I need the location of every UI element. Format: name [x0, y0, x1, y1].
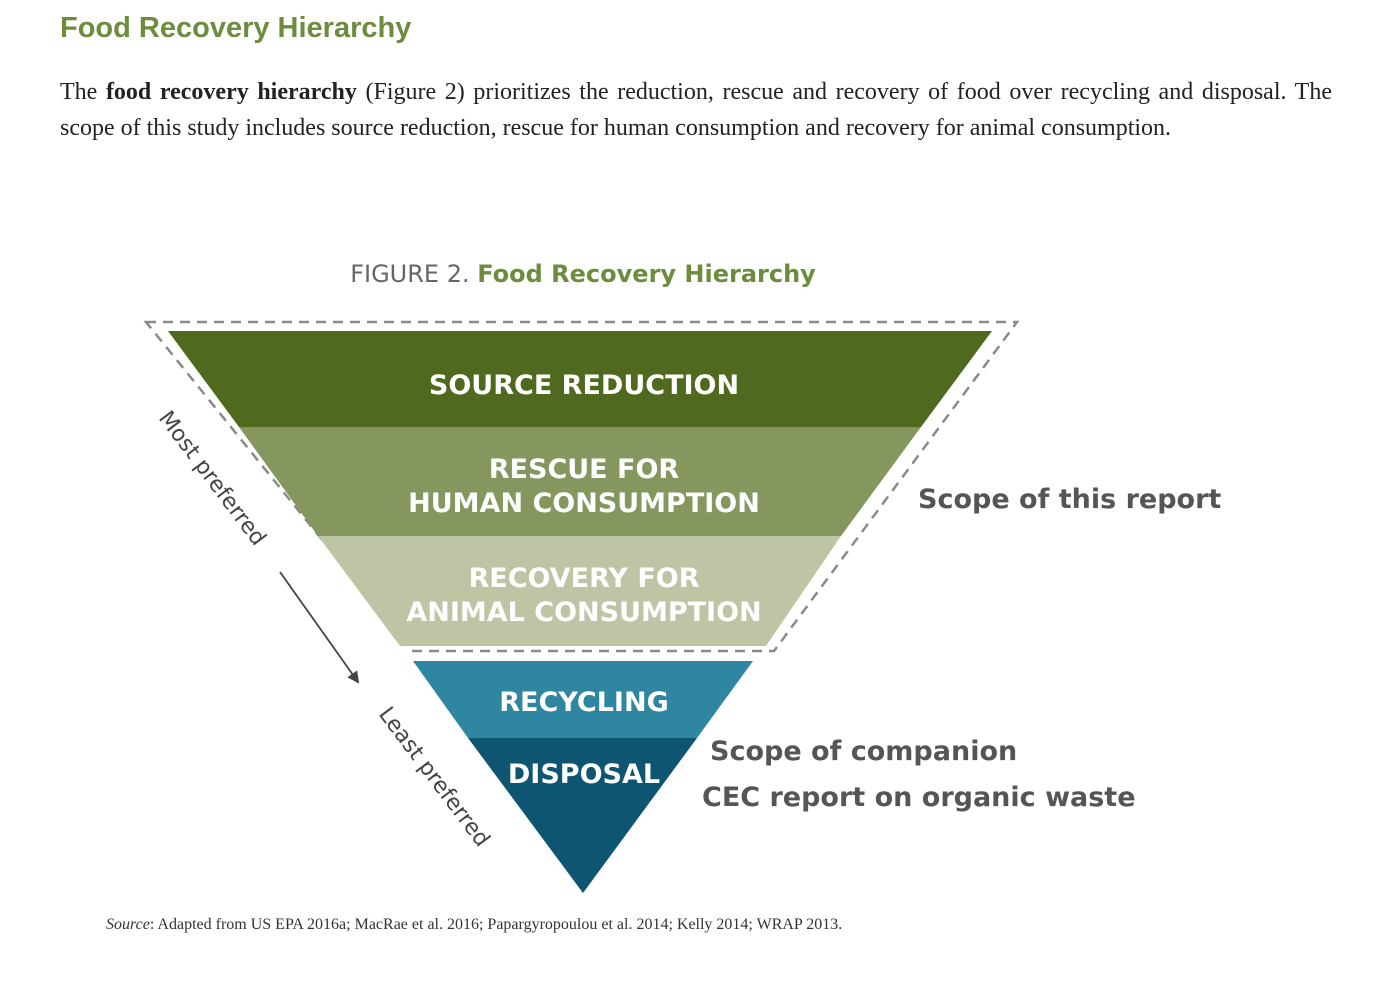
figure-caption: FIGURE 2. Food Recovery Hierarchy: [0, 260, 1166, 288]
intro-lead: The: [60, 79, 106, 105]
label-recovery-line1: RECOVERY FOR: [468, 563, 699, 594]
section-heading: Food Recovery Hierarchy: [60, 12, 412, 44]
figure-number: FIGURE 2.: [350, 260, 478, 288]
scope-outline: [143, 320, 1020, 653]
band-source-reduction: [168, 331, 992, 427]
band-recycling: [413, 661, 753, 738]
source-label: Source: [106, 916, 150, 933]
label-disposal: DISPOSAL: [508, 759, 660, 790]
intro-term: food recovery hierarchy: [105, 79, 357, 105]
band-disposal: [468, 738, 697, 893]
scope-companion-line2: CEC report on organic waste: [702, 782, 1136, 813]
source-text: : Adapted from US EPA 2016a; MacRae et a…: [149, 916, 843, 933]
band-recovery-animal: [318, 536, 841, 646]
preference-arrow: [279, 571, 360, 684]
label-rescue-line1: RESCUE FOR: [489, 454, 680, 485]
scope-companion-line1: Scope of companion: [710, 736, 1017, 767]
source-note: Source: Adapted from US EPA 2016a; MacRa…: [106, 916, 842, 934]
intro-paragraph: The food recovery hierarchy (Figure 2) p…: [60, 74, 1332, 146]
intro-rest: (Figure 2) prioritizes the reduction, re…: [60, 79, 1332, 141]
band-rescue-human: [239, 427, 921, 536]
label-recovery-line2: ANIMAL CONSUMPTION: [406, 597, 761, 628]
scope-report-label: Scope of this report: [918, 484, 1221, 515]
label-recycling: RECYCLING: [499, 687, 668, 718]
label-source-reduction: SOURCE REDUCTION: [429, 370, 739, 401]
figure-title: Food Recovery Hierarchy: [477, 260, 816, 288]
label-rescue-line2: HUMAN CONSUMPTION: [408, 488, 760, 519]
